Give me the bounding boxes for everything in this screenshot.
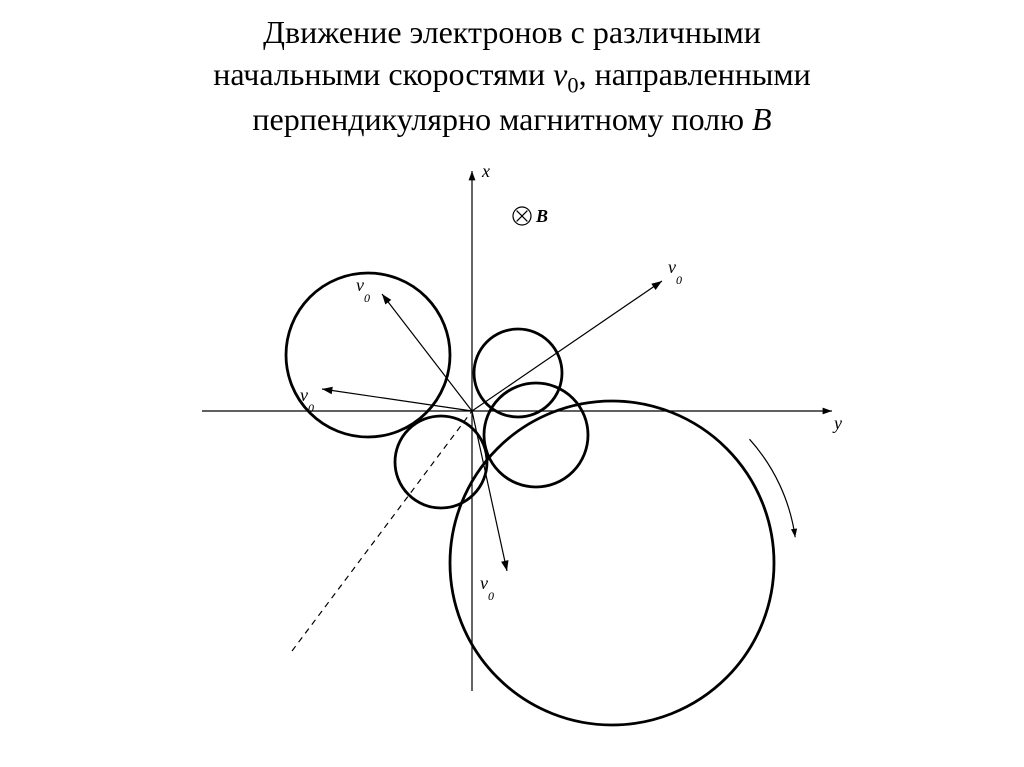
svg-text:B: B: [535, 206, 548, 226]
physics-diagram: xyBv0v0v0v0: [152, 151, 872, 751]
trajectory-lower-left: [395, 416, 487, 508]
trajectory-upper-right: [474, 329, 562, 417]
label-v-down: v0: [480, 573, 494, 603]
diagram-container: xyBv0v0v0v0: [0, 151, 1024, 751]
label-v-upper-right: v0: [668, 257, 682, 287]
trajectory-big-right: [450, 401, 774, 725]
title-line2a: начальными скоростями: [213, 56, 553, 92]
page-title: Движение электронов с различными начальн…: [0, 0, 1024, 141]
title-v: v: [553, 56, 567, 92]
title-v-sub: 0: [567, 72, 578, 97]
svg-text:x: x: [481, 161, 490, 181]
svg-text:y: y: [832, 413, 842, 433]
title-line1: Движение электронов с различными: [263, 14, 761, 50]
title-line3a: перпендикулярно магнитному полю: [252, 101, 752, 137]
title-line2b: , направленными: [579, 56, 811, 92]
label-v-upper-left: v0: [356, 275, 370, 305]
title-B: B: [752, 101, 772, 137]
trajectory-mid-right: [484, 383, 588, 487]
